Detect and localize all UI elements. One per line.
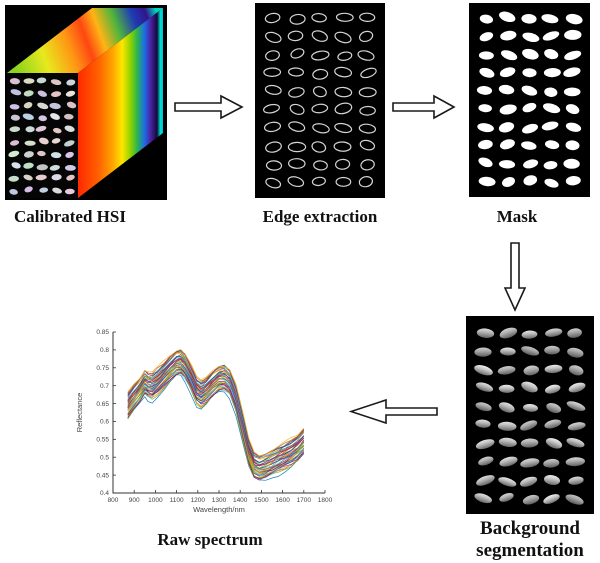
svg-text:1800: 1800 [318,497,333,504]
x-axis-label: Wavelength/nm [193,505,245,514]
svg-text:1700: 1700 [297,497,312,504]
svg-text:1100: 1100 [170,497,184,504]
svg-text:0.55: 0.55 [96,437,109,444]
svg-text:1500: 1500 [254,497,269,504]
svg-text:0.45: 0.45 [96,472,109,479]
mask-seed-grid [476,11,583,188]
svg-text:0.8: 0.8 [100,347,109,354]
edge-seed-grid [263,12,377,189]
svg-text:1200: 1200 [191,497,206,504]
svg-text:1600: 1600 [275,497,290,504]
background-segmentation-label: Background segmentation [476,518,584,561]
raw-spectrum-chart: 800 900 1000 1100 1200 1300 1400 1500 1600 1700 18… [72,315,340,520]
svg-text:900: 900 [129,497,140,504]
svg-text:0.7: 0.7 [100,383,109,390]
svg-text:1000: 1000 [148,497,163,504]
hsi-seed-grid [8,77,77,195]
svg-text:0.85: 0.85 [96,329,109,336]
segmented-seed-grid [474,327,586,505]
y-axis-label: Reflectance [75,393,84,433]
edge-extraction-image [255,3,385,198]
arrow-right-2-icon [392,93,456,121]
arrow-down-icon [504,242,526,312]
svg-text:1300: 1300 [212,497,227,504]
svg-text:0.65: 0.65 [96,401,109,408]
raw-spectrum-label: Raw spectrum [157,530,263,549]
spectrum-plot: 800 900 1000 1100 1200 1300 1400 1500 1600 1700 18… [75,329,333,514]
svg-text:800: 800 [108,497,119,504]
svg-text:1400: 1400 [233,497,248,504]
calibrated-hsi-image [5,5,167,200]
hsi-cube-graphic [5,5,167,200]
edge-extraction-label: Edge extraction [262,207,378,226]
mask-label: Mask [496,207,538,226]
mask-image [469,3,590,197]
svg-text:0.4: 0.4 [100,490,109,497]
cube-top-face [7,8,163,73]
calibrated-hsi-label: Calibrated HSI [14,207,126,226]
svg-text:0.6: 0.6 [100,419,109,426]
cube-side-face [78,8,163,198]
svg-text:0.75: 0.75 [96,365,109,372]
background-segmentation-image [466,316,594,514]
arrow-left-icon [349,397,439,426]
arrow-right-1-icon [174,93,244,121]
svg-text:0.5: 0.5 [100,454,109,461]
